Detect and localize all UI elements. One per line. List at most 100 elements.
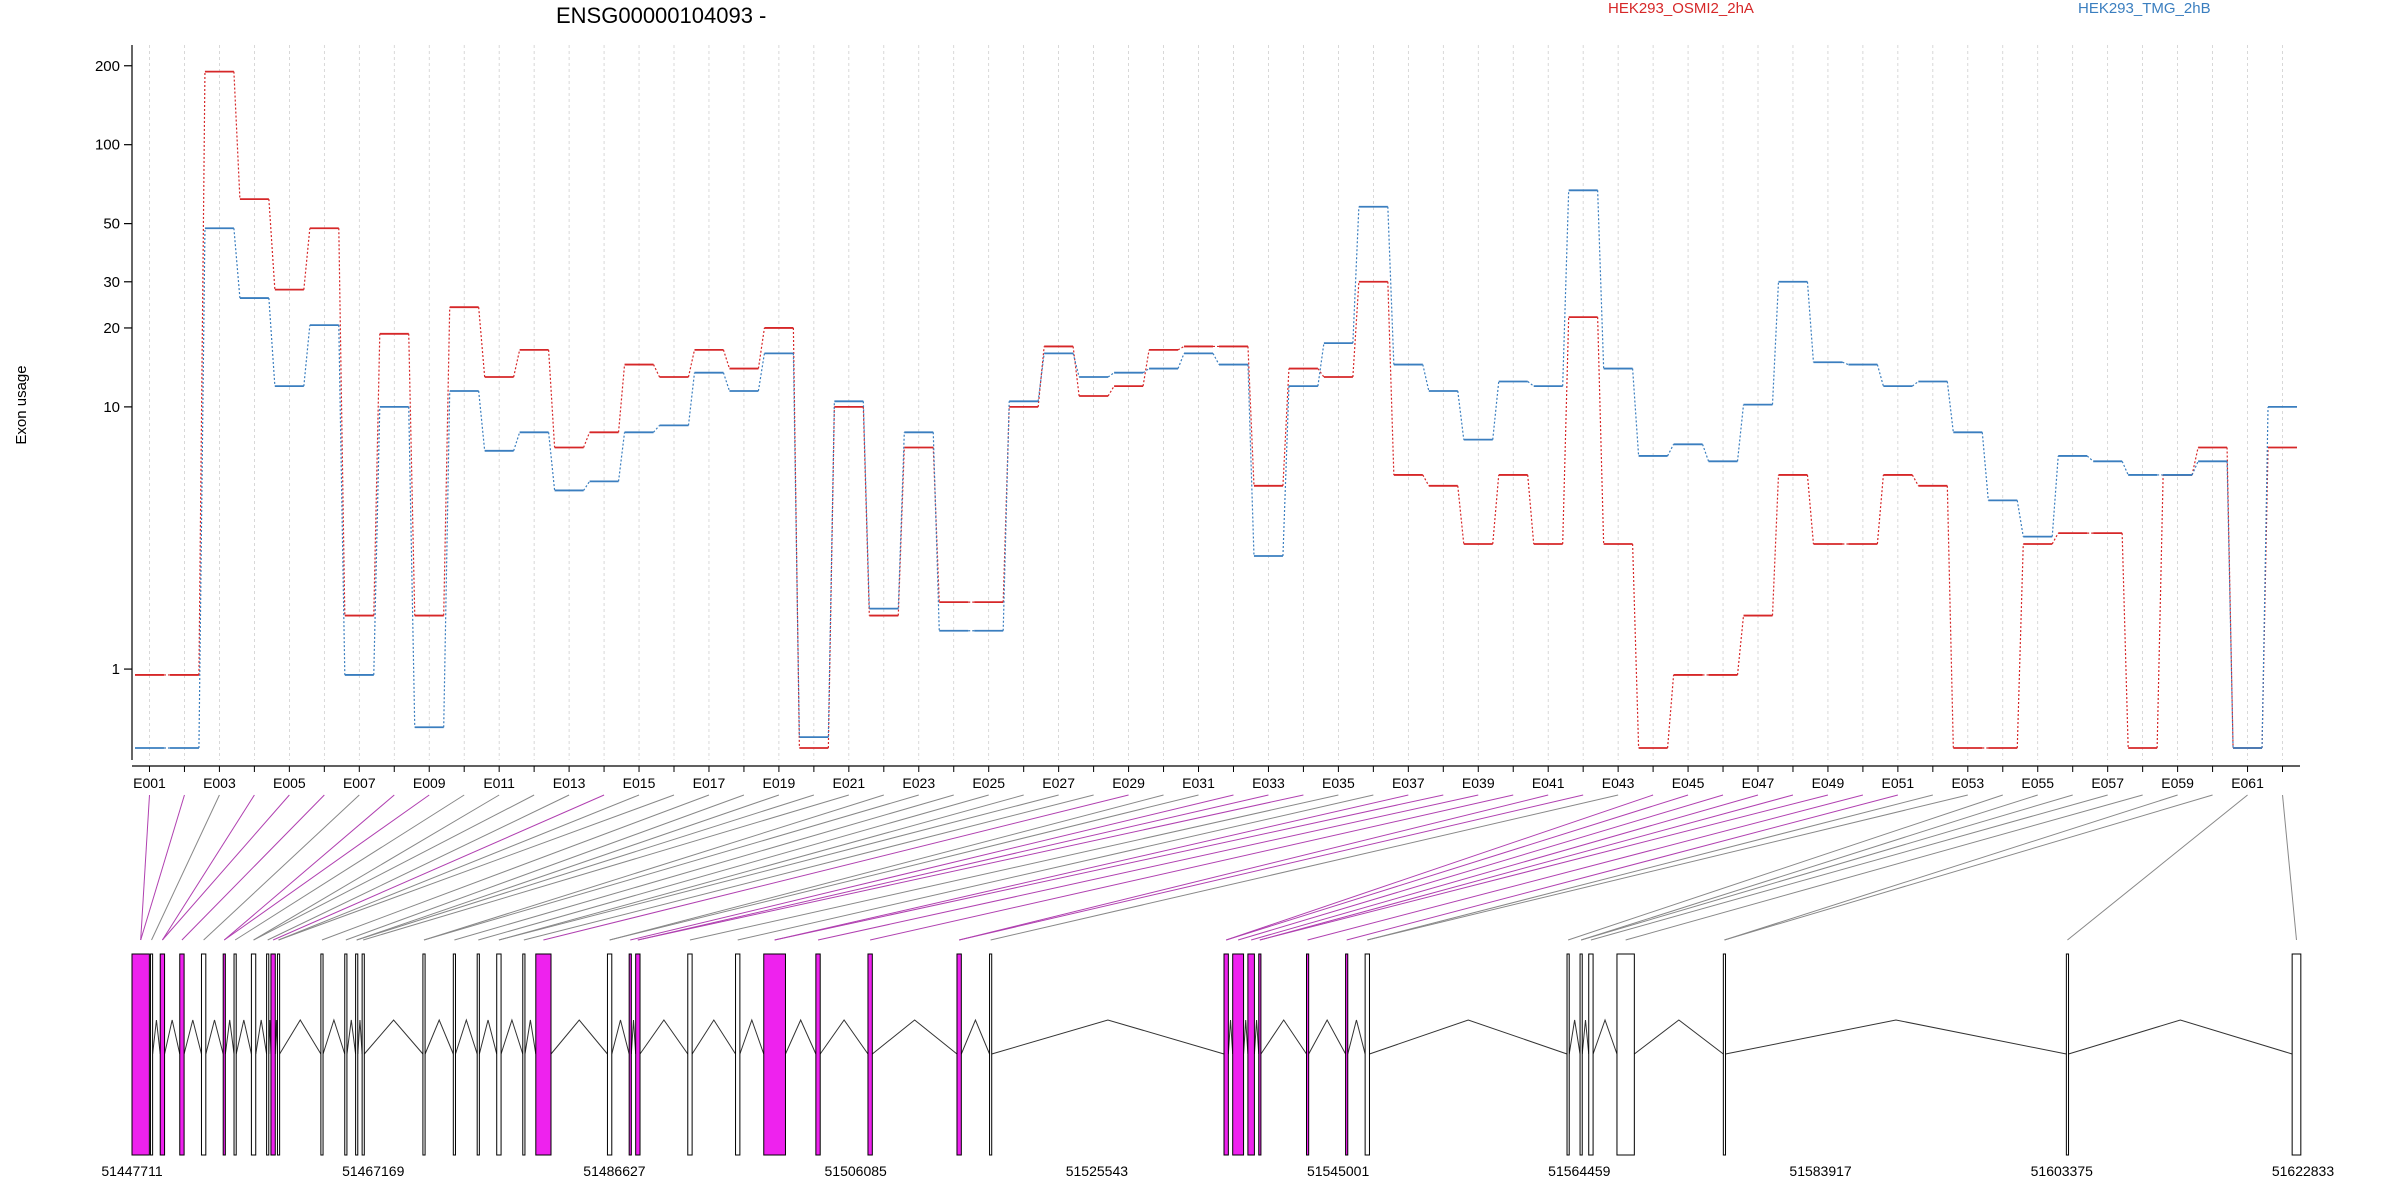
transition-line (617, 364, 626, 433)
exon-box (1588, 953, 1594, 1156)
transition-line (583, 432, 591, 448)
connector-line (1259, 794, 1829, 941)
genomic-coordinate-label: 51622833 (2272, 1163, 2335, 1179)
connector-line (278, 794, 675, 941)
exon-box (1364, 953, 1370, 1156)
connector-line (609, 794, 1164, 941)
genomic-coordinate-label: 51506085 (825, 1163, 888, 1179)
connector-line (1581, 794, 2073, 941)
x-tick-label: E059 (2161, 775, 2194, 791)
exon-box (222, 953, 226, 1156)
genomic-coordinate-label: 51583917 (1789, 1163, 1852, 1179)
intron-line (739, 1018, 765, 1055)
exon-box (1345, 953, 1349, 1156)
transition-line (862, 401, 870, 609)
connector-line (272, 794, 605, 941)
transition-line (1911, 474, 1919, 487)
transition-line (1946, 485, 1954, 749)
intron-line (164, 1019, 181, 1055)
connector-line (498, 794, 1024, 941)
exon-box (476, 953, 480, 1156)
connector-line (423, 794, 919, 941)
x-tick-label: E013 (553, 775, 586, 791)
transition-line (443, 390, 451, 728)
transition-line (1072, 353, 1080, 378)
exon-box (687, 953, 693, 1156)
exon-box (179, 953, 185, 1156)
x-tick-label: E029 (1112, 775, 1145, 791)
intron-line (1592, 1018, 1618, 1055)
connector-line (2282, 794, 2297, 941)
transition-line (1282, 368, 1290, 486)
transition-line (1527, 474, 1535, 545)
intron-line (478, 1019, 498, 1055)
intron-line (639, 1019, 689, 1055)
exon-box (606, 953, 613, 1156)
intron-line (224, 1019, 235, 1055)
x-tick-label: E039 (1462, 775, 1495, 791)
exon-box (452, 953, 456, 1156)
transition-line (1911, 380, 1919, 387)
transition-line (722, 349, 731, 369)
connector-line (140, 794, 185, 941)
legend-series-b: HEK293_TMG_2hB (2078, 0, 2211, 17)
transition-line (687, 372, 696, 426)
y-tick-label: 20 (103, 320, 120, 337)
vertical-gridlines (149, 45, 2283, 760)
intron-line (255, 1019, 268, 1055)
intron-line (183, 1019, 202, 1055)
transition-line (2016, 500, 2024, 537)
x-tick-label: E011 (483, 775, 515, 791)
exon-connector-lines (140, 794, 2297, 941)
transition-line (303, 228, 311, 290)
transition-line (1632, 543, 1640, 749)
transition-line (1492, 381, 1500, 440)
connector-line (959, 794, 1584, 941)
transition-line (1422, 364, 1430, 392)
transition-line (1282, 386, 1290, 556)
connector-line (321, 794, 710, 941)
connector-line (356, 794, 780, 941)
transition-line (1177, 345, 1185, 351)
exon-box (496, 953, 502, 1156)
exon-box (635, 953, 641, 1156)
transition-line (233, 228, 241, 299)
x-tick-label: E049 (1812, 775, 1845, 791)
x-tick-label: E043 (1602, 775, 1635, 791)
intron-line (785, 1018, 817, 1055)
genomic-coordinate-label: 51447711 (101, 1163, 162, 1179)
transition-line (1387, 206, 1395, 365)
transition-line (1142, 349, 1150, 387)
intron-line (524, 1019, 537, 1055)
legend-series-a: HEK293_OSMI2_2hA (1608, 0, 1754, 17)
genomic-coordinate-label: 51545001 (1307, 1163, 1370, 1179)
connector-line (267, 794, 570, 941)
transition-line (408, 333, 416, 616)
connector-line (162, 794, 290, 941)
intron-line (1634, 1019, 1724, 1055)
intron-line (357, 1019, 363, 1055)
transition-line (1002, 406, 1010, 603)
y-tick-label: 1 (112, 661, 120, 678)
connector-line (774, 794, 1444, 941)
intron-line (455, 1018, 478, 1055)
genomic-coordinate-label: 51486627 (583, 1163, 646, 1179)
x-tick-label: E053 (1951, 775, 1984, 791)
gene-model: 51447711 51467169 51486627 51506085 51525543… (101, 953, 2335, 1179)
transition-line (1177, 353, 1185, 369)
transition-line (268, 298, 276, 387)
connector-line (689, 794, 1339, 941)
intron-line (205, 1019, 224, 1055)
exon-box (1566, 953, 1570, 1156)
chart-title: ENSG00000104093 - (556, 3, 766, 28)
connector-line (1590, 794, 2108, 941)
connector-line (356, 794, 815, 941)
x-tick-label: E057 (2091, 775, 2124, 791)
x-tick-label: E017 (693, 775, 726, 791)
intron-line (819, 1019, 869, 1055)
intron-line (1243, 1019, 1249, 1055)
connector-line (637, 794, 1304, 941)
connector-line (1367, 794, 1933, 941)
x-tick-label: E061 (2231, 775, 2264, 791)
